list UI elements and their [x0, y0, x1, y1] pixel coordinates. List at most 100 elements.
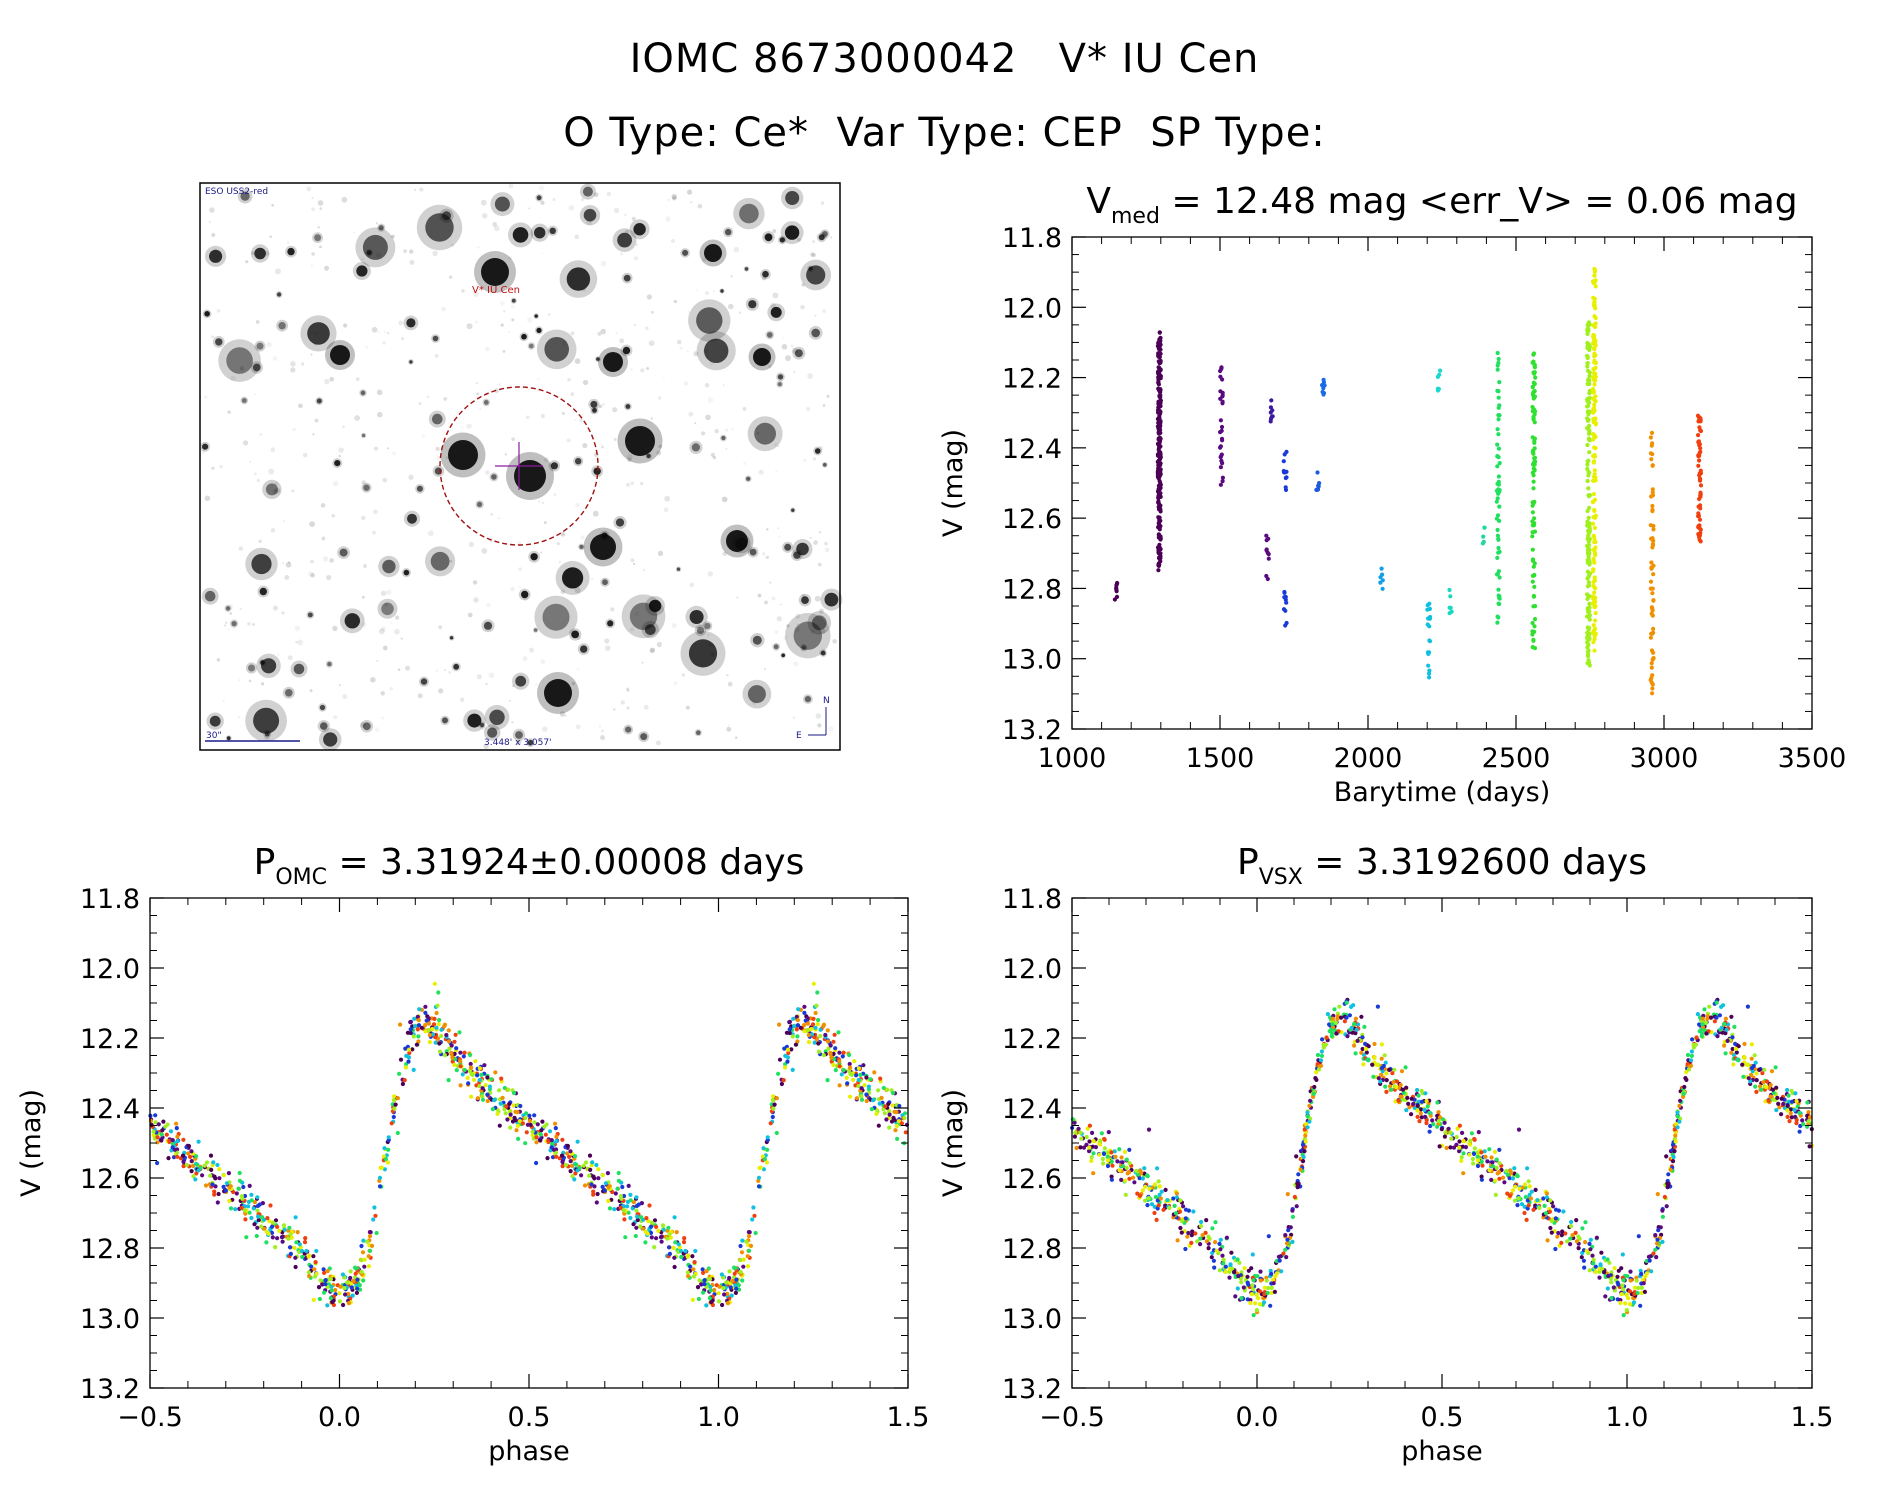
data-point [818, 1033, 823, 1039]
data-point [727, 1269, 732, 1274]
data-point [1338, 1015, 1344, 1020]
data-point [1531, 604, 1536, 609]
data-point [1671, 1154, 1676, 1160]
data-point [1590, 521, 1596, 526]
data-point [1268, 1303, 1273, 1308]
data-point [1389, 1087, 1394, 1092]
data-point [1304, 1121, 1309, 1127]
data-point [1504, 1168, 1509, 1174]
data-point [1218, 465, 1223, 470]
data-point [345, 1280, 350, 1285]
data-point [661, 1227, 666, 1232]
data-point [1636, 1234, 1641, 1239]
data-point [839, 1072, 844, 1077]
data-point [240, 1196, 245, 1201]
data-point [1489, 1155, 1494, 1160]
data-point [360, 1250, 366, 1255]
data-point [1471, 1151, 1477, 1156]
data-point [1639, 1271, 1644, 1276]
data-point [1543, 1211, 1549, 1216]
data-point [1649, 661, 1654, 666]
data-point [1158, 424, 1163, 429]
data-point [1424, 1121, 1429, 1126]
data-point [1641, 1277, 1646, 1282]
data-point [1592, 497, 1598, 502]
data-point [269, 1230, 275, 1235]
data-point [1155, 1198, 1160, 1203]
data-point [871, 1098, 876, 1103]
data-point [293, 1255, 298, 1260]
data-point [1093, 1145, 1098, 1150]
data-point [1560, 1229, 1565, 1234]
data-point [1455, 1126, 1460, 1131]
data-point [1218, 444, 1223, 449]
data-point [739, 1250, 745, 1255]
data-point [786, 1050, 791, 1056]
data-point [1415, 1087, 1420, 1093]
data-point [1587, 370, 1592, 375]
data-point [765, 1135, 770, 1140]
data-point [1586, 469, 1591, 475]
data-point [553, 1126, 558, 1131]
data-point [1496, 545, 1501, 551]
data-point [1593, 394, 1598, 399]
data-point [1324, 1035, 1329, 1040]
data-point [896, 1119, 902, 1124]
data-point [1585, 364, 1590, 369]
data-point [475, 1073, 480, 1078]
data-point [1532, 456, 1537, 461]
data-point [1496, 360, 1501, 365]
data-point [1352, 1043, 1357, 1048]
data-point [1156, 342, 1161, 347]
data-point [1745, 1004, 1750, 1009]
data-point [660, 1223, 666, 1228]
data-point [1670, 1159, 1676, 1164]
data-point [1723, 1031, 1728, 1036]
data-point [816, 1041, 821, 1046]
data-point [810, 1022, 816, 1027]
data-point [1660, 1208, 1665, 1213]
data-point [1123, 1192, 1128, 1197]
data-point [1586, 341, 1591, 346]
data-point [752, 1213, 757, 1218]
data-point [1698, 471, 1703, 476]
data-point [213, 1176, 218, 1181]
data-point [1359, 1014, 1364, 1019]
data-point [1793, 1091, 1798, 1096]
data-point [1457, 1149, 1462, 1154]
data-point [534, 1135, 539, 1140]
data-point [200, 1173, 205, 1178]
data-point [1238, 1276, 1243, 1281]
data-point [1155, 416, 1160, 422]
data-point [1472, 1137, 1477, 1142]
data-point [204, 1160, 210, 1165]
data-point [554, 1139, 559, 1144]
data-point [1179, 1218, 1184, 1224]
data-point [1648, 1254, 1653, 1259]
data-point [545, 1156, 550, 1161]
data-point [353, 1266, 359, 1271]
data-point [1497, 461, 1502, 466]
data-point [1591, 492, 1596, 497]
data-point [1142, 1198, 1148, 1203]
data-point [872, 1070, 877, 1075]
data-point [434, 1025, 439, 1030]
data-point [567, 1154, 572, 1159]
data-point [1801, 1122, 1806, 1127]
data-point [1587, 601, 1592, 607]
data-point [622, 1217, 627, 1222]
data-point [524, 1130, 529, 1135]
x-tick-label: −0.5 [1039, 1402, 1105, 1433]
data-point [1530, 573, 1535, 578]
data-point [1251, 1287, 1256, 1292]
data-point [1497, 488, 1502, 493]
data-point [1156, 496, 1161, 501]
data-point [1532, 629, 1537, 634]
data-point [252, 1200, 257, 1205]
data-point [1530, 391, 1535, 396]
data-point [359, 1243, 364, 1249]
data-point [426, 1021, 431, 1026]
data-point [1072, 1120, 1077, 1125]
data-point [1087, 1139, 1092, 1144]
data-point [1109, 1150, 1114, 1155]
